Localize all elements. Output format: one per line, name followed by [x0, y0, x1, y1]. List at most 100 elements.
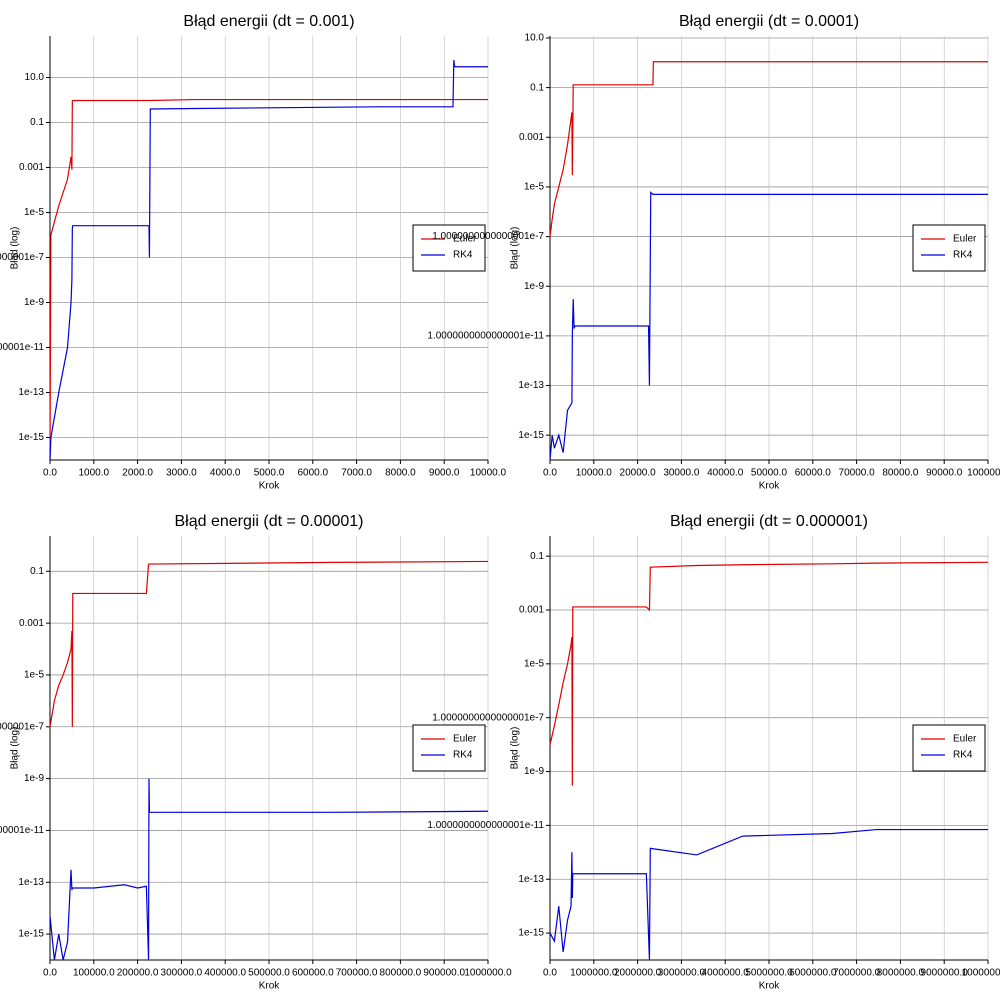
x-tick-label: 4000000.0: [702, 968, 750, 979]
y-tick-label: 1.0000000000000001e-11: [427, 820, 544, 831]
x-tick-label: 0.0: [543, 468, 557, 479]
y-tick-label: 1e-13: [518, 380, 544, 391]
y-tick-label: 1e-5: [24, 207, 44, 218]
series-line: [549, 561, 989, 786]
x-tick-label: 20000.0: [620, 468, 657, 479]
x-tick-label: 7000000.0: [833, 968, 881, 979]
x-tick-label: 1000000.0: [464, 968, 512, 979]
x-tick-label: 90000.0: [926, 468, 963, 479]
x-tick-label: 100000.0: [967, 468, 1000, 479]
y-tick-label: 1.0000000000000001e-7: [0, 252, 44, 263]
x-tick-label: 40000.0: [707, 468, 744, 479]
x-tick-label: 60000.0: [795, 468, 832, 479]
series-line: [49, 778, 489, 961]
y-tick-label: 1.0000000000000001e-11: [0, 825, 44, 836]
chart-title: Błąd energii (dt = 0.000001): [670, 513, 868, 530]
x-tick-label: 500000.0: [248, 968, 290, 979]
y-tick-label: 1e-15: [18, 929, 44, 940]
y-tick-label: 1e-9: [524, 281, 544, 292]
y-axis-label: Błąd (log): [510, 227, 521, 270]
y-tick-label: 1.0000000000000001e-11: [0, 342, 44, 353]
y-tick-label: 0.1: [30, 566, 44, 577]
chart-title: Błąd energii (dt = 0.001): [183, 13, 354, 30]
y-tick-label: 1.0000000000000001e-7: [0, 721, 44, 732]
legend-label: RK4: [453, 750, 473, 761]
x-tick-label: 0.0: [43, 468, 57, 479]
x-tick-label: 400000.0: [204, 968, 246, 979]
x-tick-label: 10000.0: [576, 468, 613, 479]
x-tick-label: 50000.0: [751, 468, 788, 479]
x-axis-label: Krok: [759, 481, 781, 492]
x-axis-label: Krok: [259, 481, 281, 492]
y-tick-label: 0.1: [530, 82, 544, 93]
y-axis-label: Błąd (log): [10, 227, 21, 270]
x-tick-label: 10000.0: [470, 468, 507, 479]
y-tick-label: 0.001: [519, 605, 544, 616]
y-tick-label: 1e-5: [524, 658, 544, 669]
x-axis-label: Krok: [759, 981, 781, 992]
series-line: [549, 191, 988, 461]
x-tick-label: 1000.0: [79, 468, 110, 479]
y-tick-label: 1e-13: [518, 874, 544, 885]
y-tick-label: 0.001: [519, 132, 544, 143]
x-tick-label: 800000.0: [380, 968, 422, 979]
x-tick-label: 6000000.0: [789, 968, 837, 979]
y-tick-label: 1e-15: [518, 430, 544, 441]
legend-box: [412, 224, 486, 272]
series-line: [549, 828, 988, 961]
x-tick-label: 0.0: [43, 968, 57, 979]
y-tick-label: 1.0000000000000001e-7: [432, 712, 544, 723]
x-tick-label: 10000000.0: [962, 968, 1000, 979]
y-tick-label: 1e-15: [518, 928, 544, 939]
y-tick-label: 10.0: [525, 33, 545, 44]
y-tick-label: 1e-13: [18, 877, 44, 888]
y-tick-label: 1e-5: [524, 182, 544, 193]
y-tick-label: 1.0000000000000001e-7: [432, 231, 544, 242]
x-tick-label: 6000.0: [298, 468, 329, 479]
series-line: [49, 59, 488, 461]
x-tick-label: 5000.0: [254, 468, 285, 479]
x-tick-label: 2000000.0: [614, 968, 662, 979]
y-tick-label: 1e-13: [18, 387, 44, 398]
legend-label: Euler: [453, 734, 477, 745]
x-tick-label: 900000.0: [423, 968, 465, 979]
y-tick-label: 1e-9: [524, 766, 544, 777]
x-tick-label: 4000.0: [210, 468, 241, 479]
legend-box: [912, 224, 986, 272]
legend-label: RK4: [953, 250, 973, 261]
y-tick-label: 0.1: [30, 117, 44, 128]
y-tick-label: 0.001: [19, 162, 44, 173]
x-tick-label: 200000.0: [117, 968, 159, 979]
y-tick-label: 1e-9: [24, 297, 44, 308]
y-axis-label: Błąd (log): [10, 727, 21, 770]
x-tick-label: 600000.0: [292, 968, 334, 979]
y-tick-label: 0.001: [19, 618, 44, 629]
x-tick-label: 100000.0: [73, 968, 115, 979]
x-tick-label: 30000.0: [663, 468, 700, 479]
y-tick-label: 0.1: [530, 551, 544, 562]
x-tick-label: 70000.0: [839, 468, 876, 479]
x-tick-label: 7000.0: [341, 468, 372, 479]
x-tick-label: 0.0: [543, 968, 557, 979]
legend-box: [412, 724, 486, 772]
y-tick-label: 10.0: [25, 72, 45, 83]
x-tick-label: 3000.0: [166, 468, 197, 479]
legend-label: Euler: [953, 234, 977, 245]
x-tick-label: 1000000.0: [570, 968, 618, 979]
y-tick-label: 1.0000000000000001e-11: [427, 331, 544, 342]
chart-title: Błąd energii (dt = 0.0001): [679, 13, 859, 30]
x-tick-label: 9000.0: [429, 468, 460, 479]
series-line: [49, 560, 489, 727]
y-tick-label: 1e-15: [18, 432, 44, 443]
legend-label: RK4: [453, 250, 473, 261]
chart-title: Błąd energii (dt = 0.00001): [174, 513, 363, 530]
x-tick-label: 3000000.0: [658, 968, 706, 979]
y-tick-label: 1e-5: [24, 670, 44, 681]
x-tick-label: 700000.0: [336, 968, 378, 979]
x-tick-label: 5000000.0: [745, 968, 793, 979]
x-tick-label: 9000000.0: [921, 968, 969, 979]
x-tick-label: 80000.0: [882, 468, 919, 479]
x-tick-label: 8000.0: [385, 468, 416, 479]
